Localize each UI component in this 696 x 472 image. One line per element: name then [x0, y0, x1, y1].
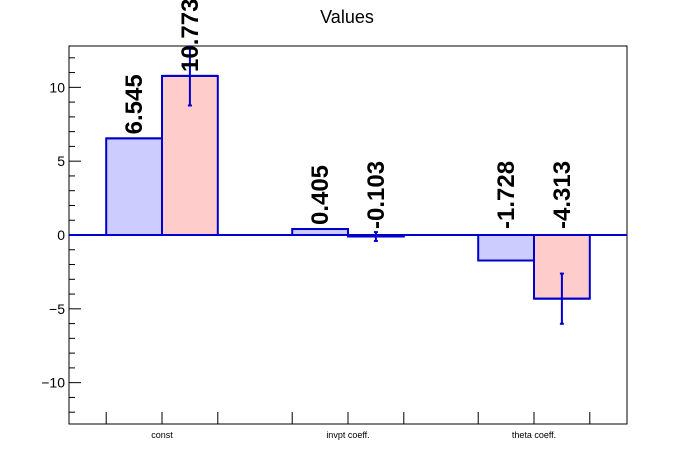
- category-label: theta coeff.: [512, 430, 556, 440]
- y-tick-label: 5: [57, 153, 65, 169]
- bar: [105, 137, 163, 236]
- y-tick-label: 0: [57, 227, 65, 243]
- category-label: invpt coeff.: [326, 430, 369, 440]
- chart-title: Values: [320, 7, 374, 27]
- bar: [477, 234, 536, 262]
- y-tick-label: −5: [49, 301, 65, 317]
- data-label: -4.313: [549, 161, 576, 229]
- plot-area: −10 −5 0 5 10 6.545 0.405 -1.728 10.773 -0.103 -4.…: [41, 0, 628, 440]
- data-label: -0.103: [363, 161, 390, 229]
- data-label: 6.545: [121, 74, 148, 134]
- category-label: const: [151, 430, 173, 440]
- y-tick-label: −10: [41, 375, 65, 391]
- data-label: 0.405: [307, 165, 334, 225]
- data-label: 10.773: [177, 0, 204, 72]
- data-label: -1.728: [493, 161, 520, 229]
- y-tick-label: 10: [49, 79, 65, 95]
